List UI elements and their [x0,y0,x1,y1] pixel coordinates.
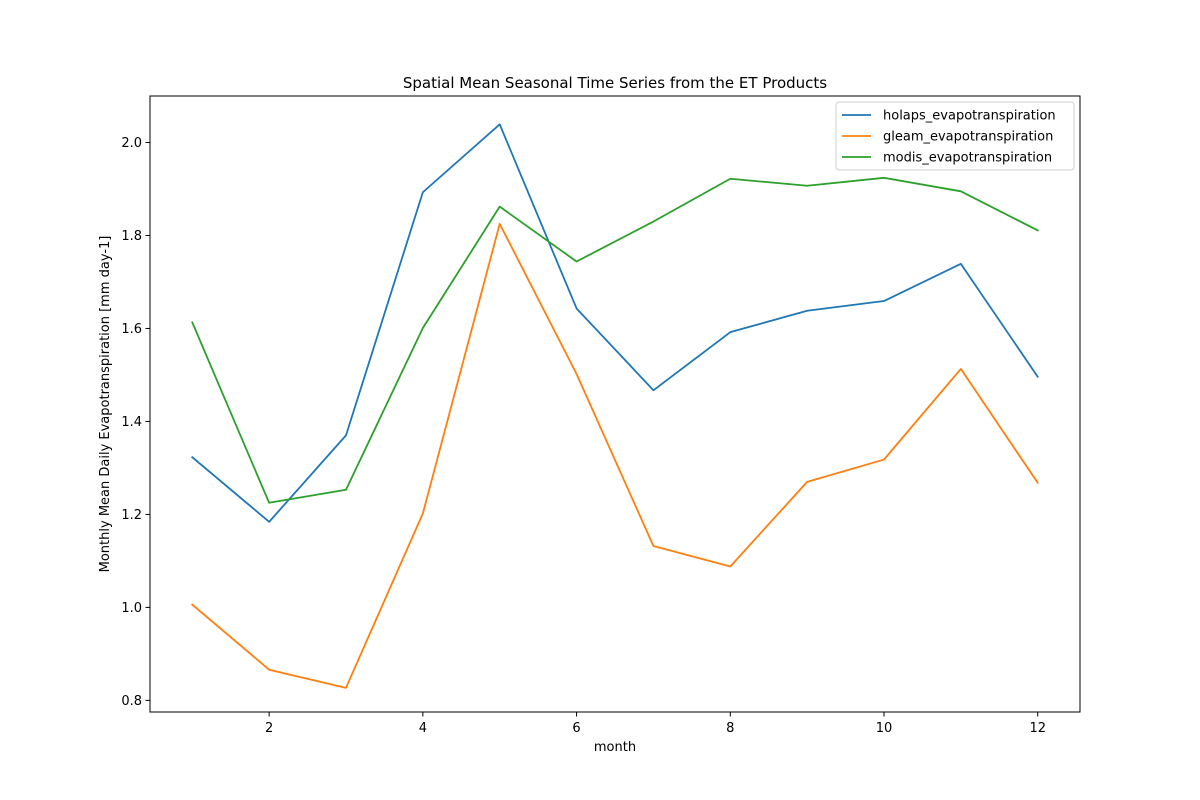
x-axis-ticks: 2 4 6 8 10 12 [265,712,1046,736]
legend-label-holaps_evapotranspiration: holaps_evapotranspiration [883,109,1056,124]
series-line-modis_evapotranspiration [191,176,1039,504]
y-tick-label: 1.0 [121,601,142,616]
y-axis-ticks: 0.8 1.0 1.2 1.4 1.6 1.8 2.0 [121,136,150,709]
legend: holaps_evapotranspiration gleam_evapotran… [835,101,1075,171]
legend-frame [835,101,1075,171]
legend-label-gleam_evapotranspiration: gleam_evapotranspiration [883,130,1053,145]
series-line-gleam_evapotranspiration [191,222,1039,689]
series-line-holaps_evapotranspiration [191,123,1039,523]
y-tick-label: 1.6 [121,322,142,337]
x-axis-label: month [594,740,636,755]
x-tick-label: 10 [876,721,893,736]
y-tick-label: 1.2 [121,508,142,523]
x-tick-label: 8 [726,721,734,736]
legend-label-modis_evapotranspiration: modis_evapotranspiration [883,151,1052,166]
y-tick-label: 0.8 [121,694,142,709]
legend-entries: holaps_evapotranspiration gleam_evapotran… [842,109,1056,166]
y-tick-label: 1.4 [121,415,142,430]
plot-area-frame [149,95,1081,713]
series-lines [191,123,1039,689]
x-tick-label: 2 [265,721,273,736]
chart-title: Spatial Mean Seasonal Time Series from t… [403,74,827,92]
x-tick-label: 12 [1029,721,1046,736]
x-tick-label: 4 [419,721,427,736]
y-tick-label: 1.8 [121,229,142,244]
y-tick-label: 2.0 [121,136,142,151]
x-tick-label: 6 [572,721,580,736]
y-axis-label: Monthly Mean Daily Evapotranspiration [m… [98,236,113,573]
